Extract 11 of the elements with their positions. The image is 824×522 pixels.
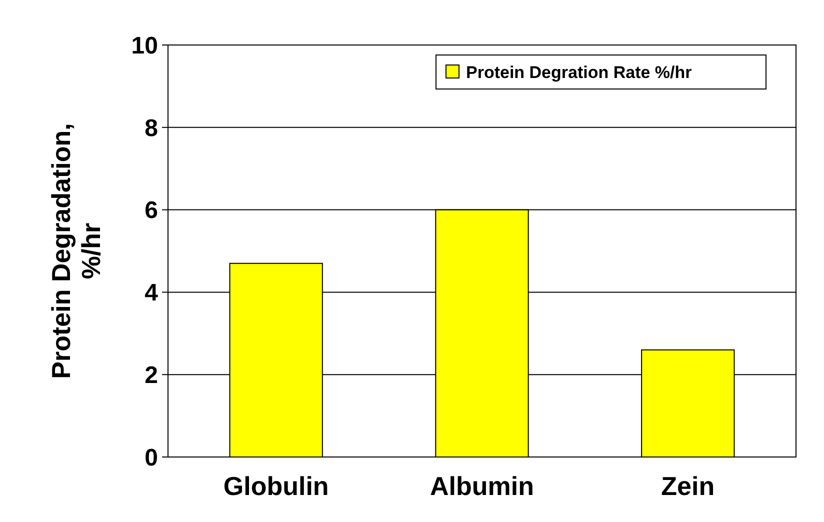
legend-label: Protein Degration Rate %/hr [466,62,692,82]
y-axis-title: Protein Degradation, %/hr [46,123,106,379]
y-tick-label: 10 [131,32,158,60]
x-tick-label: Albumin [430,471,534,501]
x-tick-label: Zein [661,471,715,501]
y-tick-label: 2 [144,362,158,389]
y-tick-label: 8 [144,114,158,142]
y-tick-label: 6 [144,197,158,224]
y-tick-label: 0 [144,444,158,472]
y-tick-label: 4 [144,280,159,307]
x-tick-label: Globulin [223,471,329,501]
